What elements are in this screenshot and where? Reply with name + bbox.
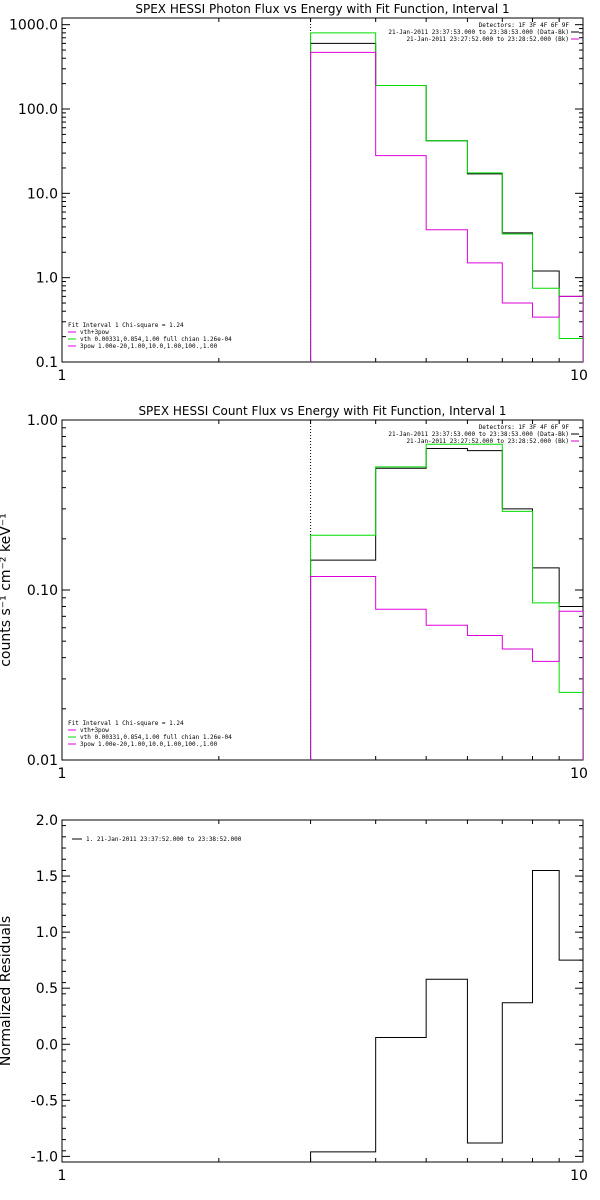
y-tick-label: 0.5	[36, 981, 58, 997]
series-green-line	[310, 443, 583, 760]
legend-text: 21-Jan-2011 23:37:53.000 to 23:38:53.000…	[388, 29, 569, 36]
y-tick-label: -0.5	[31, 1093, 58, 1109]
series-magenta-line	[310, 576, 583, 760]
series-black-line	[310, 869, 583, 1162]
series-black-line	[310, 42, 583, 362]
y-axis-label: counts s⁻¹ cm⁻² keV⁻¹	[0, 513, 14, 667]
series-black-line	[310, 447, 583, 760]
fit-legend-header: Fit Interval 1 Chi-square = 1.24	[68, 720, 184, 727]
y-tick-label: 0.01	[27, 753, 58, 769]
chart-title: SPEX HESSI Count Flux vs Energy with Fit…	[138, 404, 506, 418]
series-green-line	[310, 32, 583, 362]
legend-text: 1. 21-Jan-2011 23:37:52.000 to 23:38:52.…	[86, 836, 242, 843]
series-magenta-line	[310, 51, 583, 362]
x-tick-label: 10	[570, 368, 588, 384]
y-tick-label: -1.0	[31, 1149, 58, 1165]
y-tick-label: 1.5	[36, 869, 58, 885]
fit-legend-text: vth 0.00331,0.854,1.00 full chian 1.26e-…	[80, 336, 232, 343]
y-tick-label: 0.1	[36, 355, 58, 371]
y-tick-label: 1.0	[36, 925, 58, 941]
fit-legend-text: vth+3pow	[80, 727, 109, 734]
axis-frame	[61, 17, 584, 363]
fit-legend-text: vth 0.00331,0.854,1.00 full chian 1.26e-…	[80, 734, 232, 741]
chart-title: SPEX HESSI Photon Flux vs Energy with Fi…	[135, 2, 509, 16]
y-tick-label: 1.00	[27, 413, 58, 429]
y-tick-label: 0.0	[36, 1037, 58, 1053]
x-tick-label: 1	[58, 1168, 67, 1184]
y-tick-label: 1.0	[36, 271, 58, 287]
chart-panel-1: SPEX HESSI Photon Flux vs Energy with Fi…	[9, 2, 588, 384]
legend-text: 21-Jan-2011 23:37:53.000 to 23:38:53.000…	[388, 431, 569, 438]
y-axis-label: Normalized Residuals	[0, 916, 14, 1066]
chart-panel-2: SPEX HESSI Count Flux vs Energy with Fit…	[0, 404, 588, 782]
fit-legend-text: 3pow 1.00e-20,1.00,10.0,1.00,100.,1.00	[80, 741, 218, 748]
y-tick-label: 100.0	[18, 102, 58, 118]
legend-text: Detectors: 1F 3F 4F 6F 9F	[479, 424, 570, 431]
legend-text: 21-Jan-2011 23:27:52.000 to 23:28:52.000…	[406, 438, 569, 445]
axis-frame	[61, 819, 584, 1163]
fit-legend-text: 3pow 1.00e-20,1.00,10.0,1.00,100.,1.00	[80, 343, 218, 350]
x-tick-label: 10	[570, 766, 588, 782]
y-tick-label: 10.0	[27, 186, 58, 202]
x-tick-label: 1	[58, 368, 67, 384]
y-tick-label: 1000.0	[9, 18, 58, 34]
axis-frame	[61, 419, 584, 761]
legend-text: 21-Jan-2011 23:27:52.000 to 23:28:52.000…	[406, 36, 569, 43]
chart-panel-3: -1.0 -0.5 0.0 0.5 1.0 1.5 2.0 1 10 Normalized Res…	[0, 813, 588, 1184]
y-tick-label: 0.10	[27, 583, 58, 599]
y-tick-label: 2.0	[36, 813, 58, 829]
fit-legend-header: Fit Interval 1 Chi-square = 1.24	[68, 322, 184, 329]
x-tick-label: 1	[58, 766, 67, 782]
fit-legend-text: vth+3pow	[80, 329, 109, 336]
legend-text: Detectors: 1F 3F 4F 6F 9F	[479, 22, 570, 29]
x-tick-label: 10	[570, 1168, 588, 1184]
